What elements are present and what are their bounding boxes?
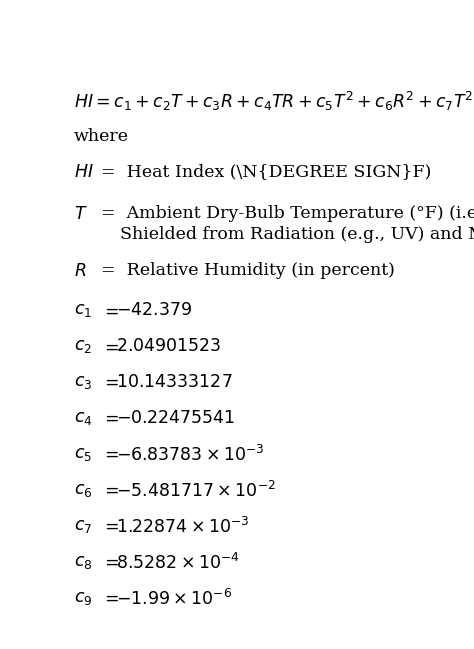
Text: $c_6$: $c_6$: [74, 481, 92, 499]
Text: $R$: $R$: [74, 262, 86, 280]
Text: $-5.481717\times10^{-2}$: $-5.481717\times10^{-2}$: [116, 481, 276, 501]
Text: $8.5282\times10^{-4}$: $8.5282\times10^{-4}$: [116, 553, 240, 573]
Text: =  Heat Index (\N{DEGREE SIGN}F): = Heat Index (\N{DEGREE SIGN}F): [101, 163, 432, 180]
Text: =  Ambient Dry-Bulb Temperature (°F) (i.e., Air Temperature: = Ambient Dry-Bulb Temperature (°F) (i.e…: [101, 205, 474, 223]
Text: $2.04901523$: $2.04901523$: [116, 337, 222, 355]
Text: $=$: $=$: [101, 337, 119, 355]
Text: $=$: $=$: [101, 553, 119, 571]
Text: $=$: $=$: [101, 517, 119, 535]
Text: $=$: $=$: [101, 373, 119, 391]
Text: $HI$: $HI$: [74, 163, 94, 181]
Text: $HI=c_1+c_2T+c_3R+c_4TR+c_5T^2+c_6R^2+c_7T^2R+c_8TR^2+c_9T^2R^2$: $HI=c_1+c_2T+c_3R+c_4TR+c_5T^2+c_6R^2+c_…: [74, 90, 474, 114]
Text: $=$: $=$: [101, 481, 119, 499]
Text: $c_5$: $c_5$: [74, 445, 92, 463]
Text: $c_3$: $c_3$: [74, 373, 92, 391]
Text: $c_8$: $c_8$: [74, 553, 92, 571]
Text: $1.22874\times10^{-3}$: $1.22874\times10^{-3}$: [116, 517, 250, 537]
Text: where: where: [74, 128, 129, 145]
Text: $T$: $T$: [74, 205, 88, 223]
Text: $c_9$: $c_9$: [74, 589, 92, 607]
Text: $c_2$: $c_2$: [74, 337, 92, 355]
Text: $=$: $=$: [101, 445, 119, 463]
Text: =  Relative Humidity (in percent): = Relative Humidity (in percent): [101, 262, 395, 279]
Text: $=$: $=$: [101, 589, 119, 607]
Text: $=$: $=$: [101, 301, 119, 319]
Text: $-0.22475541$: $-0.22475541$: [116, 410, 235, 427]
Text: $c_4$: $c_4$: [74, 410, 92, 427]
Text: $c_1$: $c_1$: [74, 301, 92, 319]
Text: Shielded from Radiation (e.g., UV) and Moisture): Shielded from Radiation (e.g., UV) and M…: [120, 227, 474, 243]
Text: $-1.99\times10^{-6}$: $-1.99\times10^{-6}$: [116, 589, 232, 609]
Text: $-42.379$: $-42.379$: [116, 301, 192, 319]
Text: $=$: $=$: [101, 410, 119, 427]
Text: $10.14333127$: $10.14333127$: [116, 373, 233, 391]
Text: $c_7$: $c_7$: [74, 517, 92, 535]
Text: $-6.83783\times10^{-3}$: $-6.83783\times10^{-3}$: [116, 445, 264, 465]
